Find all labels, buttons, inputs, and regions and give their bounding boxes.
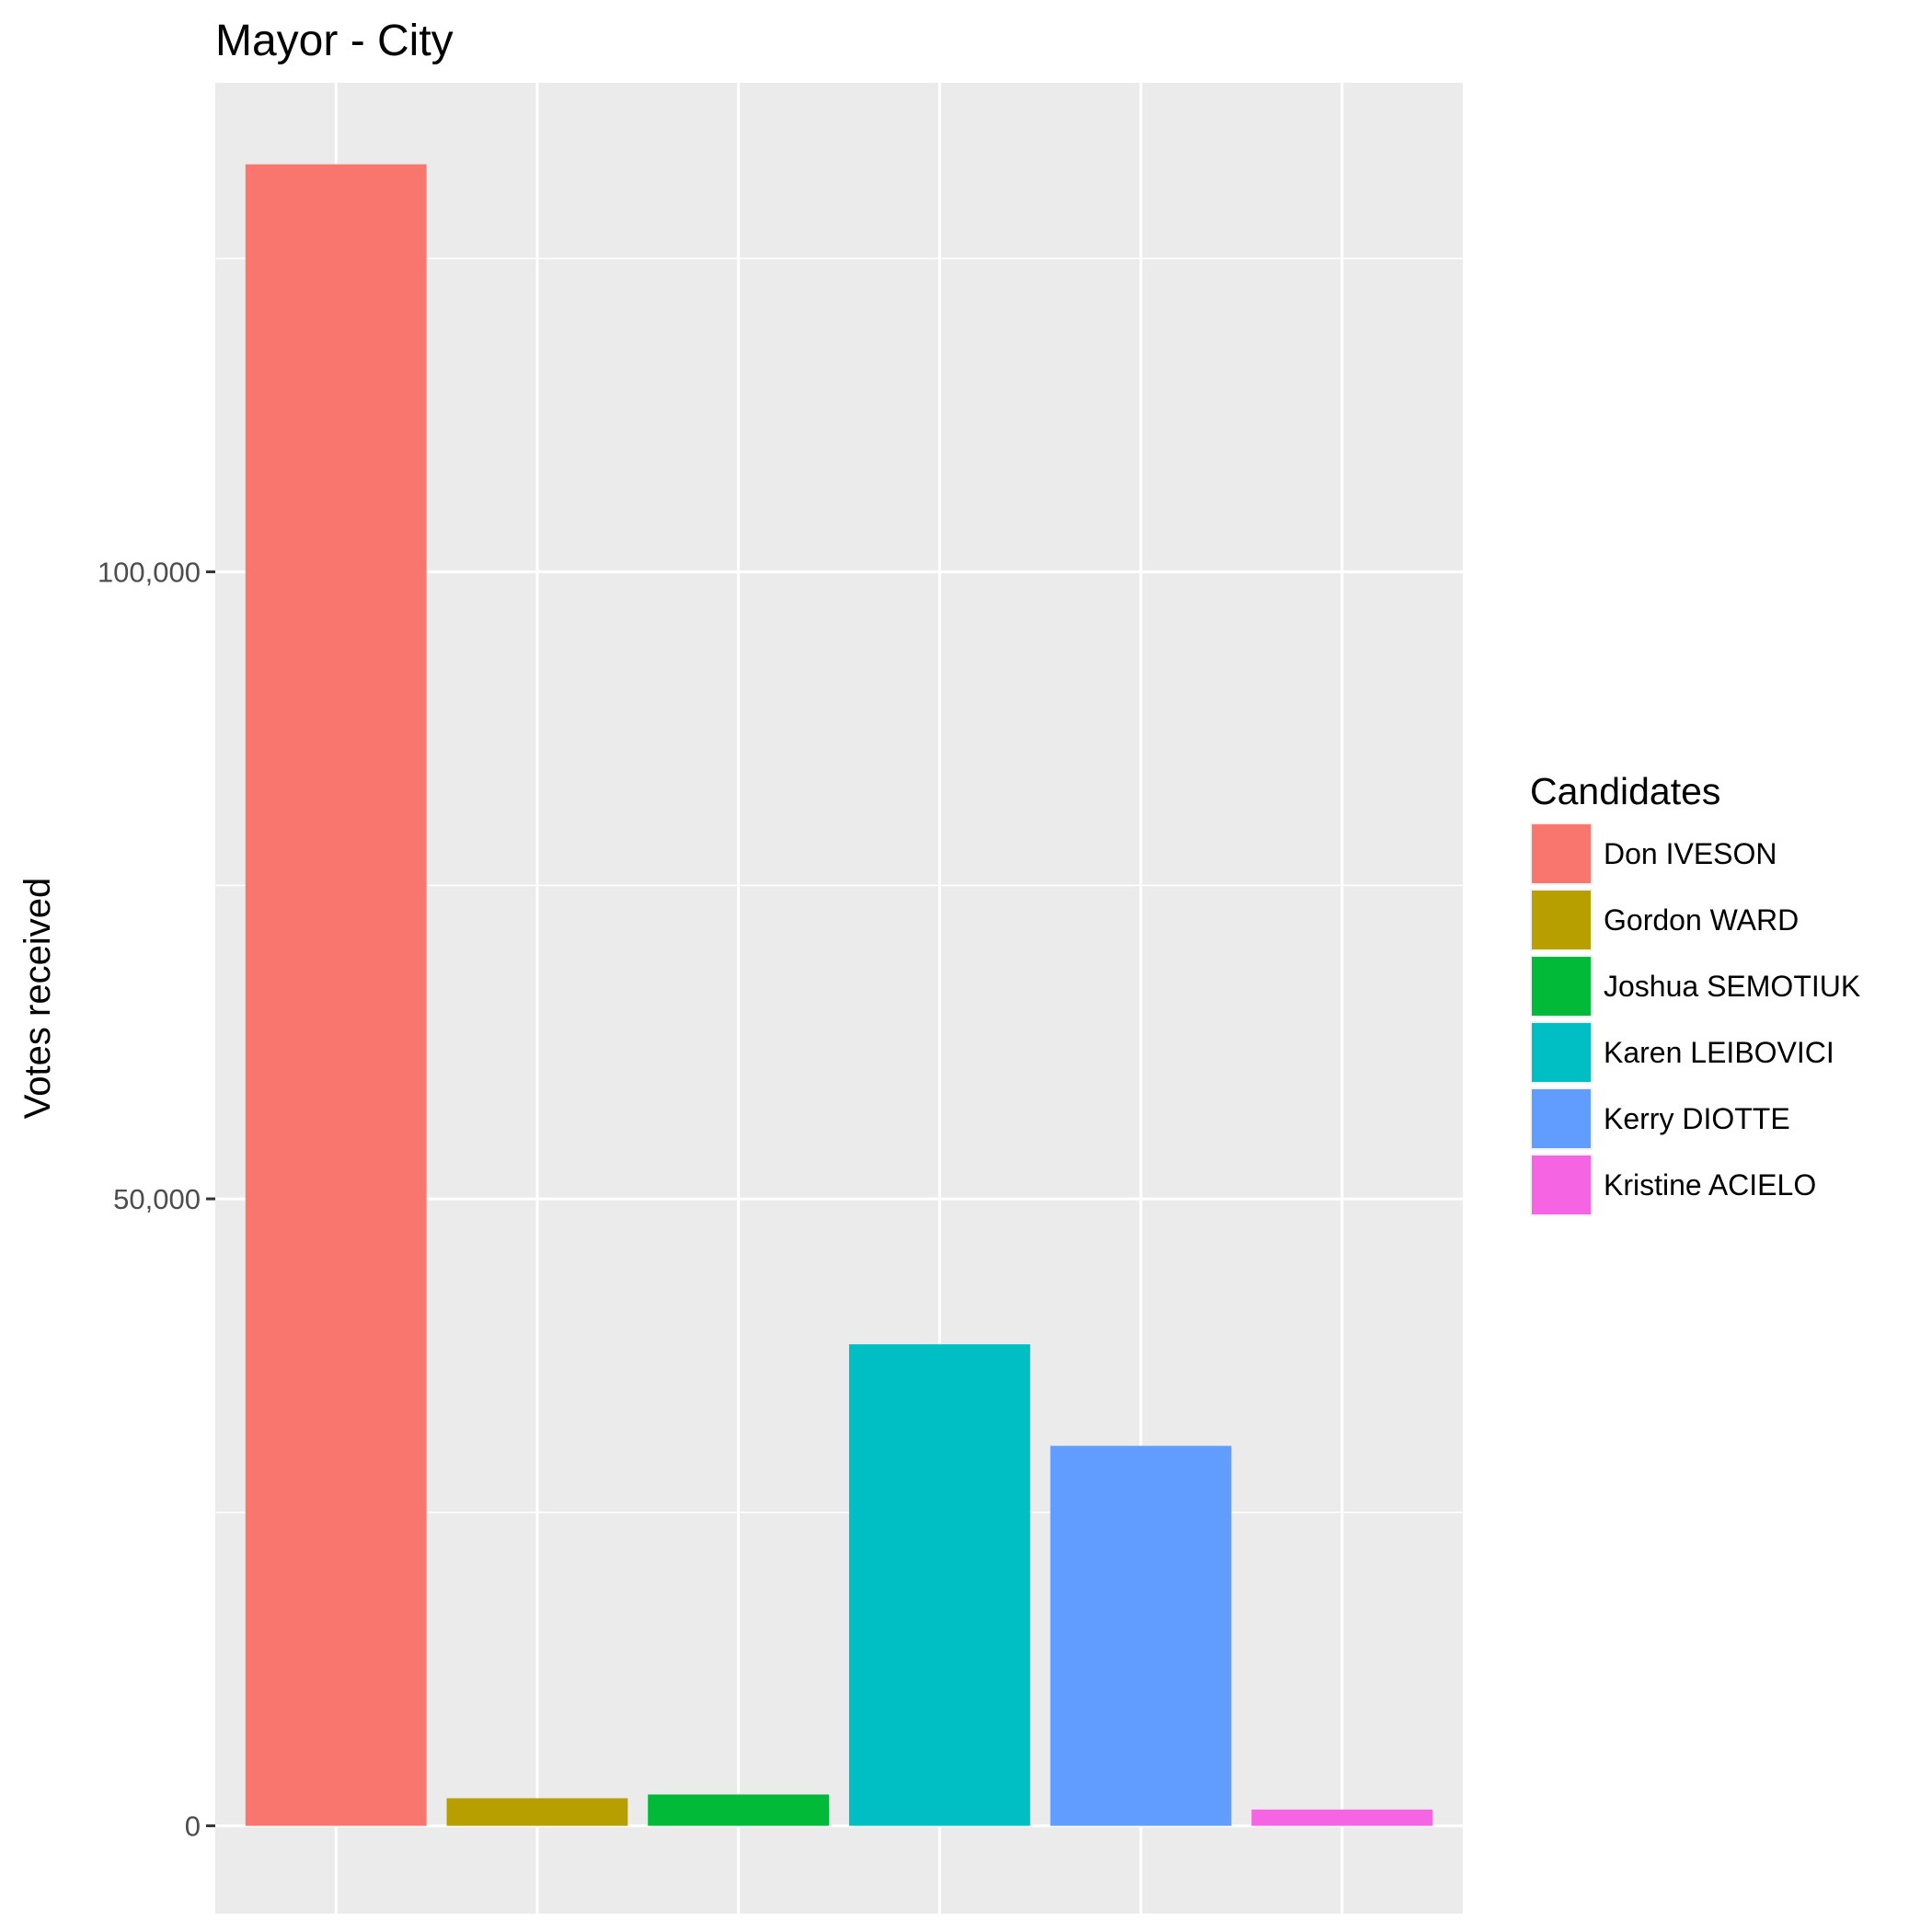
legend-swatch xyxy=(1532,957,1591,1016)
legend-swatch xyxy=(1532,1156,1591,1214)
legend-label: Kristine ACIELO xyxy=(1604,1168,1816,1202)
legend-label: Don IVESON xyxy=(1604,837,1777,870)
legend-label: Karen LEIBOVICI xyxy=(1604,1036,1834,1069)
legend-label: Joshua SEMOTIUK xyxy=(1604,970,1860,1003)
y-tick-label: 100,000 xyxy=(98,557,201,589)
legend-items: Don IVESON Gordon WARD Joshua SEMOTIUK Kare… xyxy=(1530,822,1860,1216)
legend-title: Candidates xyxy=(1530,770,1720,812)
y-axis-label: Votes received xyxy=(17,878,58,1119)
bar-joshua-semotiuk xyxy=(648,1794,830,1826)
legend-label: Kerry DIOTTE xyxy=(1604,1102,1790,1135)
bar-karen-leibovici xyxy=(848,1344,1030,1826)
bars xyxy=(245,164,1433,1826)
bar-don-iveson xyxy=(245,164,427,1826)
y-tick-label: 0 xyxy=(185,1811,201,1843)
y-tick-label: 50,000 xyxy=(113,1183,201,1215)
bar-kerry-diotte xyxy=(1050,1445,1232,1826)
legend-swatch xyxy=(1532,891,1591,949)
bar-gordon-ward xyxy=(446,1798,628,1826)
chart-title: Mayor - City xyxy=(215,17,454,65)
bar-kristine-acielo xyxy=(1251,1809,1433,1826)
legend-label: Gordon WARD xyxy=(1604,903,1799,937)
legend: Candidates Don IVESON Gordon WARD Joshua S… xyxy=(1530,770,1860,1216)
legend-swatch xyxy=(1532,824,1591,883)
y-axis: 0 50,000 100,000 xyxy=(98,557,215,1843)
legend-swatch xyxy=(1532,1023,1591,1082)
legend-swatch xyxy=(1532,1089,1591,1148)
